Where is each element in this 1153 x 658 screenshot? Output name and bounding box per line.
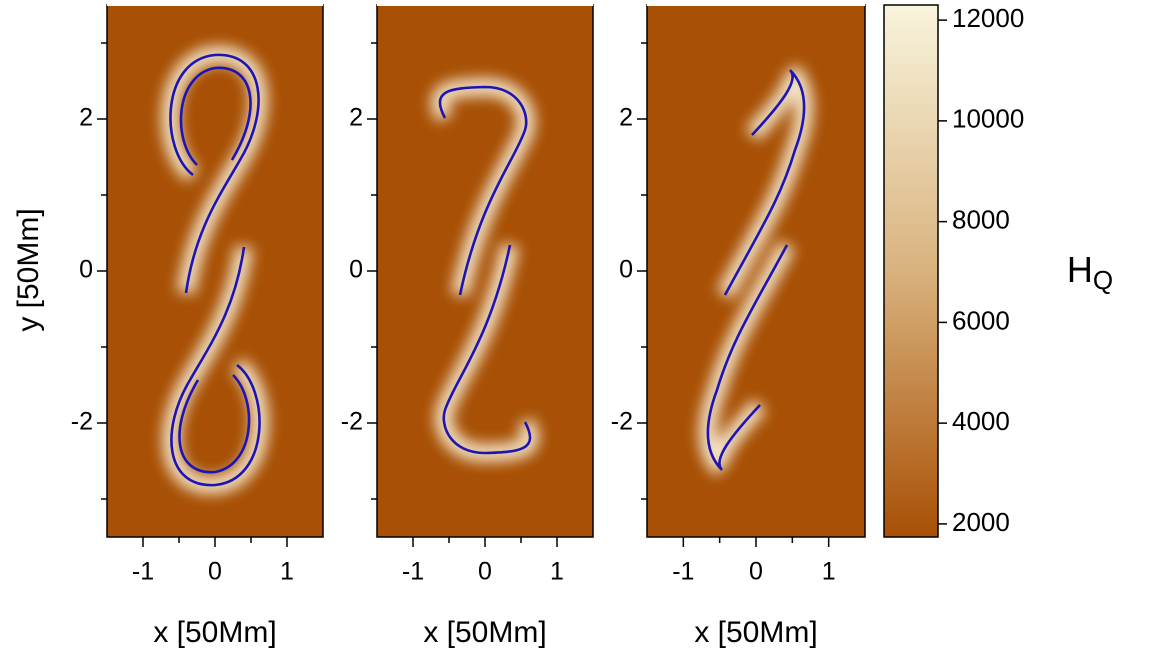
x-tick-label: 1: [822, 558, 836, 586]
y-tick-label: -2: [341, 408, 363, 436]
x-axis-label: x [50Mm]: [423, 616, 546, 649]
y-axis-label: y [50Mm]: [12, 208, 45, 331]
x-axis-label: x [50Mm]: [694, 616, 817, 649]
y-tick-label: 0: [79, 256, 93, 284]
y-tick-label: 0: [349, 256, 363, 284]
heatmap-background: [647, 5, 865, 537]
field-line: [706, 244, 789, 471]
x-tick-label: 1: [550, 558, 564, 586]
y-tick-label: 0: [619, 256, 633, 284]
x-tick-label: -1: [672, 558, 694, 586]
heatmap-background: [107, 5, 323, 537]
field-line: [178, 374, 251, 474]
x-axis-label: x [50Mm]: [153, 616, 276, 649]
field-line: [169, 53, 260, 294]
x-tick-label: 1: [280, 558, 294, 586]
label-subscript: Q: [1093, 265, 1113, 295]
colorbar-tick-label: 6000: [952, 305, 1010, 335]
field-line: [179, 66, 252, 166]
y-tick-label: 2: [79, 104, 93, 132]
y-tick-label: -2: [611, 408, 633, 436]
colorbar-tick-label: 2000: [952, 507, 1010, 537]
field-line: [723, 69, 806, 296]
x-tick-label: 0: [478, 558, 492, 586]
structures: [161, 45, 814, 495]
x-tick-label: -1: [132, 558, 154, 586]
y-tick-label: 2: [349, 104, 363, 132]
field-line: [438, 85, 528, 296]
x-tick-label: -1: [402, 558, 424, 586]
field-line: [170, 246, 261, 487]
label-main: H: [1067, 249, 1093, 290]
field-line: [442, 244, 532, 455]
x-tick-label: 0: [749, 558, 763, 586]
colorbar-tick-label: 12000: [952, 3, 1024, 33]
axes: -1 0 1 -2 0 2 x [50Mm] y [50Mm] -1 0 1 -2 0 2 x [50Mm]…: [12, 3, 1024, 649]
y-tick-label: -2: [71, 408, 93, 436]
colorbar-tick-label: 8000: [952, 205, 1010, 235]
colorbar-tick-label: 4000: [952, 406, 1010, 436]
y-tick-label: 2: [619, 104, 633, 132]
colorbar: [883, 4, 939, 538]
colorbar-tick-label: 10000: [952, 104, 1024, 134]
colorbar-label: HQ: [1067, 249, 1113, 295]
x-tick-label: 0: [208, 558, 222, 586]
